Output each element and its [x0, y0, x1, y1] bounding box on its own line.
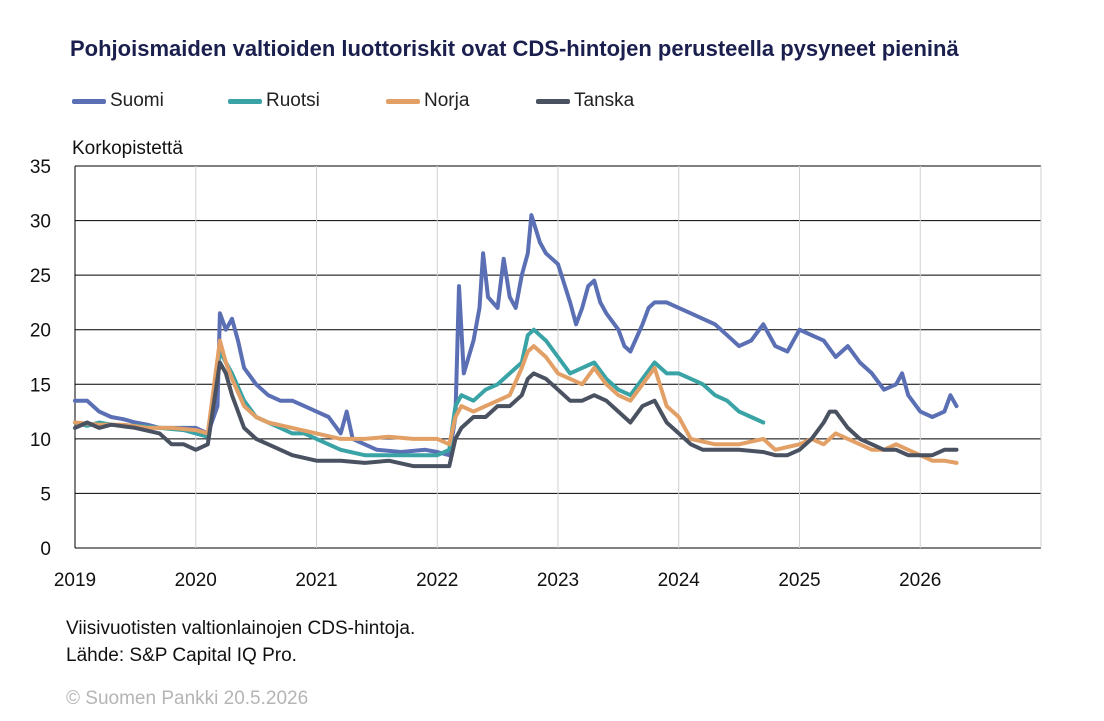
legend-swatch-suomi — [72, 98, 106, 104]
x-tick-label-2020: 2020 — [175, 570, 217, 591]
series-line-ruotsi — [73, 327, 766, 458]
chart-note-source: Lähde: S&P Capital IQ Pro. — [66, 645, 297, 666]
y-tick-label-0: 0 — [40, 539, 51, 560]
legend-label-ruotsi: Ruotsi — [266, 90, 320, 111]
y-tick-label-15: 15 — [30, 375, 51, 396]
series-line-suomi — [73, 213, 959, 458]
y-tick-label-5: 5 — [40, 484, 51, 505]
y-tick-label-30: 30 — [30, 212, 51, 233]
chart-legend: Suomi Ruotsi Norja Tanska — [72, 90, 712, 114]
legend-label-tanska: Tanska — [574, 90, 635, 111]
copyright-text: © Suomen Pankki 20.5.2026 — [66, 688, 309, 709]
x-tick-label-2021: 2021 — [295, 570, 337, 591]
legend-label-suomi: Suomi — [110, 90, 164, 111]
y-axis-unit-label: Korkopistettä — [72, 138, 183, 159]
chart-title: Pohjoismaiden valtioiden luottoriskit ov… — [70, 36, 959, 61]
x-tick-label-2025: 2025 — [778, 570, 820, 591]
y-tick-label-20: 20 — [30, 321, 51, 342]
chart-note-description: Viisivuotisten valtionlainojen CDS-hinto… — [66, 618, 416, 639]
legend-swatch-tanska — [536, 98, 570, 104]
legend-item-ruotsi: Ruotsi — [228, 90, 320, 112]
series-line-norja — [73, 338, 959, 465]
chart-notes: Viisivuotisten valtionlainojen CDS-hinto… — [66, 615, 415, 669]
legend-item-tanska: Tanska — [536, 90, 634, 112]
y-tick-label-10: 10 — [30, 430, 51, 451]
x-tick-label-2019: 2019 — [54, 570, 96, 591]
y-tick-label-35: 35 — [30, 157, 51, 178]
x-tick-label-2023: 2023 — [537, 570, 579, 591]
legend-swatch-ruotsi — [228, 98, 262, 104]
legend-item-suomi: Suomi — [72, 90, 164, 112]
x-tick-label-2026: 2026 — [899, 570, 941, 591]
series-line-tanska — [73, 360, 959, 469]
x-tick-label-2024: 2024 — [658, 570, 701, 591]
legend-label-norja: Norja — [424, 90, 470, 111]
x-tick-label-2022: 2022 — [416, 570, 458, 591]
legend-swatch-norja — [386, 98, 420, 104]
legend-item-norja: Norja — [386, 90, 469, 112]
y-tick-label-25: 25 — [30, 266, 51, 287]
